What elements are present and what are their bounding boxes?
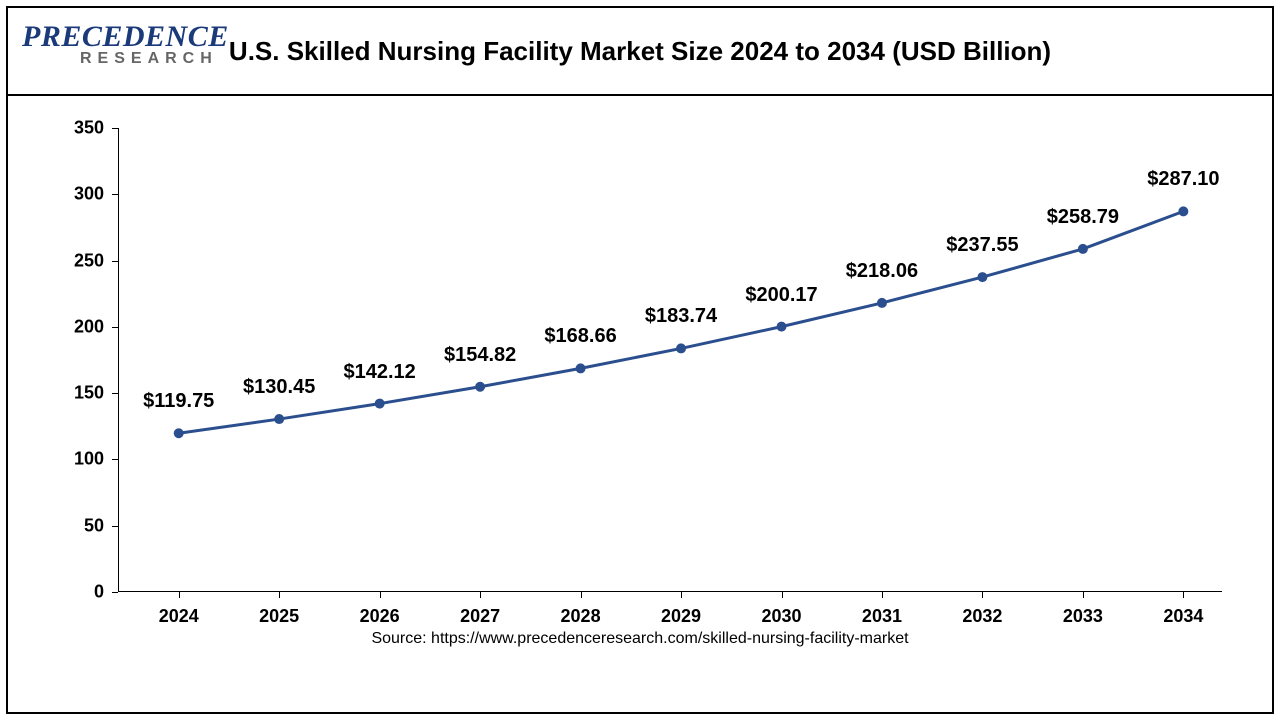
data-point-label: $287.10 bbox=[1147, 168, 1219, 191]
data-point-label: $168.66 bbox=[544, 325, 616, 348]
data-marker bbox=[877, 298, 887, 308]
data-point-label: $218.06 bbox=[846, 260, 918, 283]
data-marker bbox=[676, 343, 686, 353]
x-tick-label: 2032 bbox=[962, 606, 1002, 627]
y-tick-mark bbox=[112, 526, 118, 527]
x-tick-mark bbox=[581, 592, 582, 598]
brand-logo: PRECEDENCE RESEARCH bbox=[22, 22, 229, 68]
y-tick-mark bbox=[112, 592, 118, 593]
y-tick-mark bbox=[112, 393, 118, 394]
y-tick-mark bbox=[112, 459, 118, 460]
data-marker bbox=[174, 428, 184, 438]
x-tick-mark bbox=[480, 592, 481, 598]
data-marker bbox=[1178, 206, 1188, 216]
y-tick-label: 100 bbox=[54, 449, 104, 470]
x-tick-mark bbox=[681, 592, 682, 598]
x-tick-mark bbox=[179, 592, 180, 598]
plot-region: 0501001502002503003502024$119.752025$130… bbox=[118, 128, 1222, 592]
x-tick-label: 2031 bbox=[862, 606, 902, 627]
y-tick-label: 0 bbox=[54, 582, 104, 603]
x-tick-mark bbox=[782, 592, 783, 598]
x-tick-label: 2024 bbox=[159, 606, 199, 627]
x-tick-label: 2033 bbox=[1063, 606, 1103, 627]
logo-bottom-text: RESEARCH bbox=[80, 50, 218, 68]
y-tick-label: 150 bbox=[54, 383, 104, 404]
x-tick-label: 2028 bbox=[561, 606, 601, 627]
data-marker bbox=[977, 272, 987, 282]
y-tick-mark bbox=[112, 194, 118, 195]
line-layer bbox=[118, 128, 1222, 592]
source-text: Source: https://www.precedenceresearch.c… bbox=[8, 630, 1272, 648]
y-tick-label: 350 bbox=[54, 118, 104, 139]
x-tick-mark bbox=[982, 592, 983, 598]
logo-top-text: PRECEDENCE bbox=[22, 22, 229, 52]
x-tick-mark bbox=[1183, 592, 1184, 598]
chart-area: 0 50 100 150 200 250 300 350 2024 $119.75 2025 $130… bbox=[8, 108, 1272, 662]
x-tick-label: 2034 bbox=[1163, 606, 1203, 627]
y-tick-label: 50 bbox=[54, 515, 104, 536]
data-marker bbox=[475, 382, 485, 392]
x-tick-label: 2025 bbox=[259, 606, 299, 627]
x-tick-label: 2026 bbox=[360, 606, 400, 627]
data-marker bbox=[274, 414, 284, 424]
y-tick-mark bbox=[112, 327, 118, 328]
data-marker bbox=[1078, 244, 1088, 254]
x-tick-label: 2027 bbox=[460, 606, 500, 627]
data-point-label: $154.82 bbox=[444, 344, 516, 367]
data-marker bbox=[375, 399, 385, 409]
x-tick-mark bbox=[279, 592, 280, 598]
data-point-label: $200.17 bbox=[745, 284, 817, 307]
x-tick-label: 2030 bbox=[761, 606, 801, 627]
data-point-label: $130.45 bbox=[243, 376, 315, 399]
x-tick-mark bbox=[1083, 592, 1084, 598]
data-marker bbox=[576, 363, 586, 373]
y-tick-label: 300 bbox=[54, 184, 104, 205]
data-point-label: $183.74 bbox=[645, 305, 717, 328]
data-point-label: $119.75 bbox=[143, 390, 214, 413]
data-point-label: $237.55 bbox=[946, 234, 1018, 257]
chart-frame: PRECEDENCE RESEARCH U.S. Skilled Nursing… bbox=[6, 6, 1274, 714]
y-tick-mark bbox=[112, 261, 118, 262]
x-tick-mark bbox=[882, 592, 883, 598]
header-bar: PRECEDENCE RESEARCH U.S. Skilled Nursing… bbox=[8, 8, 1272, 96]
x-tick-label: 2029 bbox=[661, 606, 701, 627]
y-tick-mark bbox=[112, 128, 118, 129]
data-marker bbox=[777, 322, 787, 332]
y-tick-label: 250 bbox=[54, 250, 104, 271]
x-tick-mark bbox=[380, 592, 381, 598]
data-point-label: $142.12 bbox=[343, 361, 415, 384]
y-tick-label: 200 bbox=[54, 316, 104, 337]
data-point-label: $258.79 bbox=[1047, 206, 1119, 229]
